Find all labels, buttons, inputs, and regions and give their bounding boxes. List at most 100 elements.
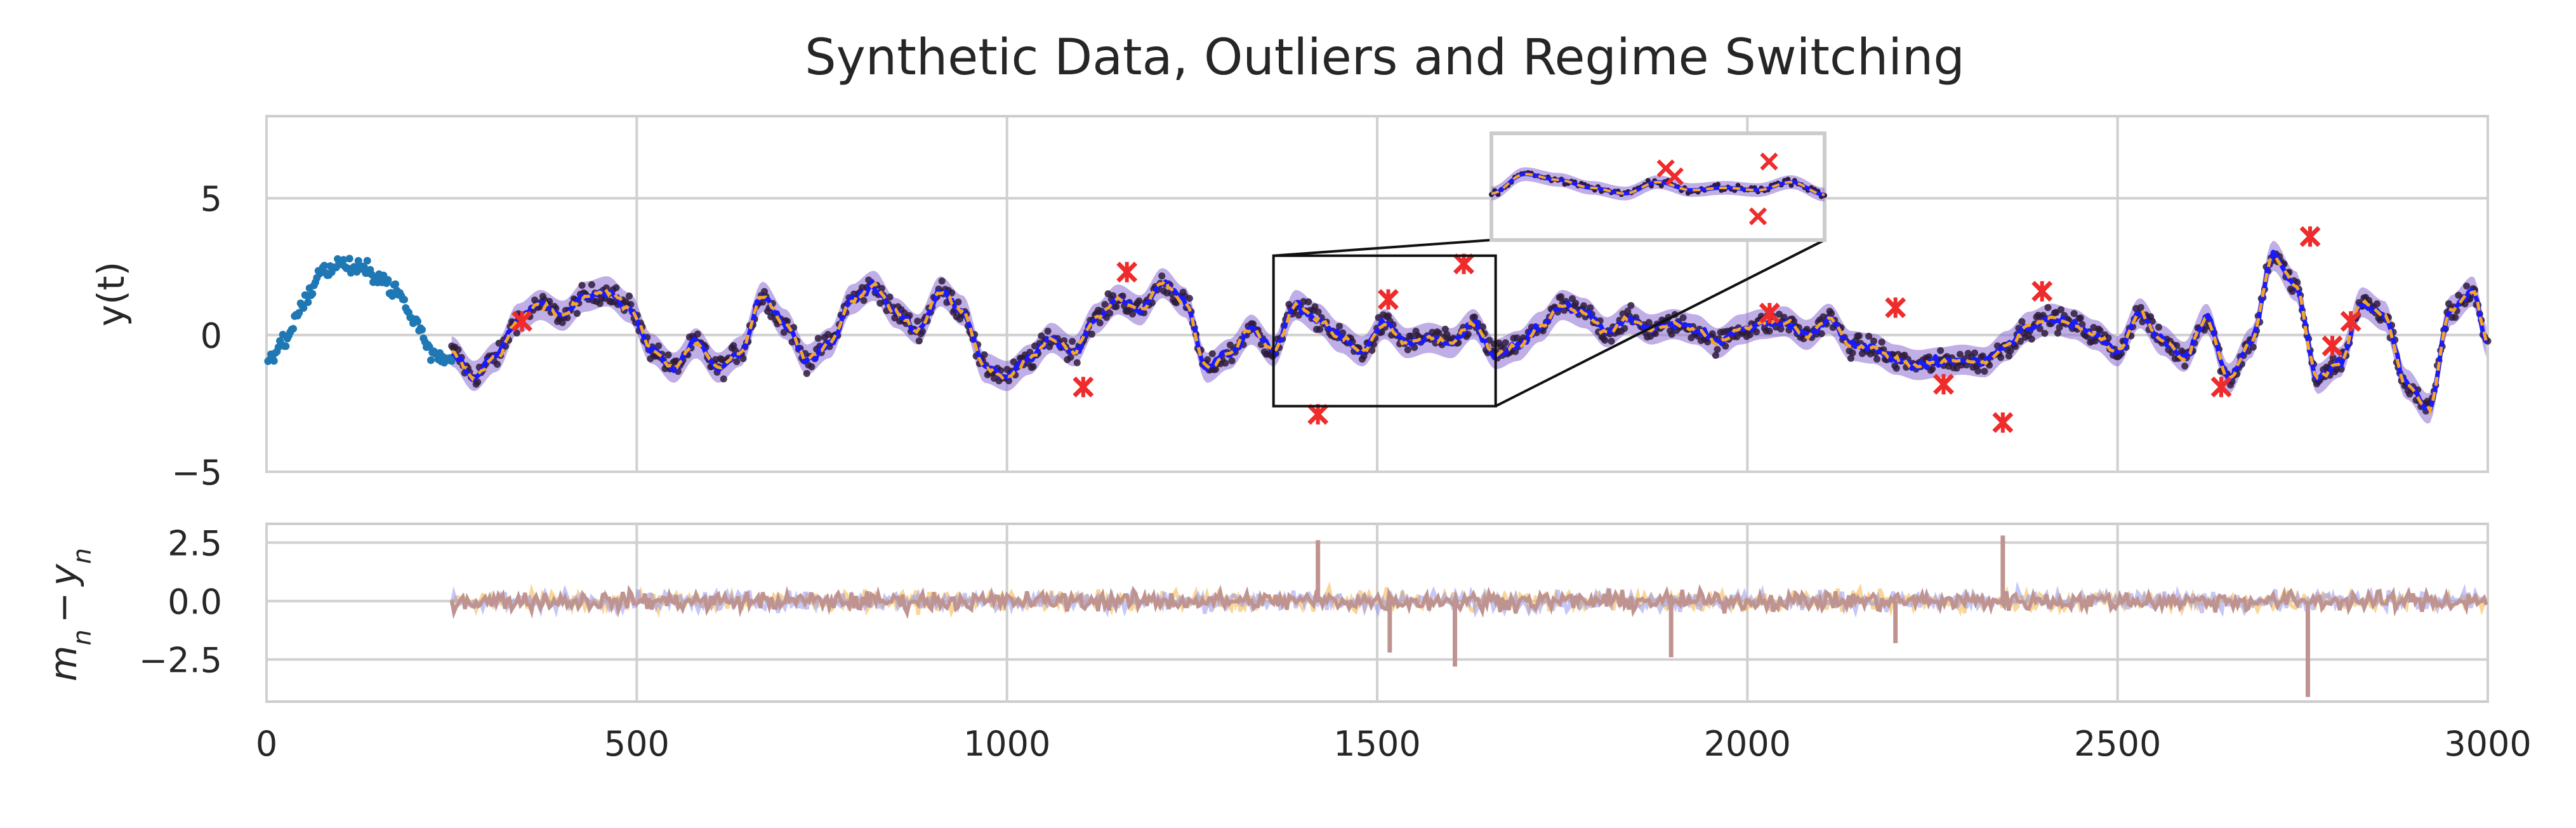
observation-point (914, 317, 921, 325)
warmup-point (418, 326, 426, 334)
observation-point (2337, 365, 2345, 373)
observation-point (1865, 333, 1873, 340)
zoom-inset (1272, 131, 1827, 408)
observation-point (1135, 297, 1143, 305)
warmup-point (414, 317, 421, 326)
observation-point (1712, 352, 1719, 359)
observation-point (1557, 293, 1565, 300)
observation-point (1870, 337, 1877, 345)
observation-point (981, 351, 988, 359)
outlier-marker (1759, 302, 1780, 324)
observation-point (2137, 304, 2144, 311)
observation-point (1069, 338, 1076, 345)
observation-point (1227, 341, 1234, 349)
observation-point (1847, 354, 1854, 362)
warmup-point (340, 256, 348, 264)
reference-mean-dashed-line (451, 255, 2488, 415)
outlier-marker (2210, 376, 2232, 397)
outlier-marker (1073, 376, 1094, 397)
warmup-point (308, 290, 317, 298)
outlier-marker (512, 310, 532, 332)
x-tick-label: 2000 (1704, 724, 1791, 764)
observation-point (2041, 330, 2049, 337)
observation-point (2181, 363, 2189, 370)
observation-point (573, 310, 581, 317)
outlier-marker (2322, 335, 2343, 357)
observation-point (1502, 339, 1509, 347)
y-tick-label: 2.5 (168, 523, 222, 563)
observation-point (1471, 313, 1478, 321)
observation-point (1513, 334, 1521, 342)
observation-point (2018, 318, 2026, 325)
observation-point (1404, 346, 1411, 354)
observation-point (2155, 323, 2162, 331)
warmup-point (400, 295, 408, 304)
inset-dashed-line (1491, 173, 1825, 196)
outlier-marker (2299, 226, 2321, 248)
residual-series (449, 535, 2488, 697)
observation-point (733, 358, 741, 365)
observation-point (1746, 331, 1754, 338)
observation-point (2007, 347, 2014, 354)
observation-point (1038, 332, 1045, 340)
observation-point (1044, 328, 1052, 335)
observation-point (2057, 306, 2064, 314)
observation-point (612, 284, 620, 291)
observation-point (1208, 350, 1216, 357)
observation-point (1971, 349, 1978, 357)
outlier-x-stroke (1665, 167, 1684, 185)
observation-point (886, 293, 894, 301)
observation-point (1601, 337, 1609, 344)
inset-point (1715, 182, 1721, 187)
observation-point (2249, 344, 2257, 351)
observation-point (1937, 347, 1945, 354)
warmup-point (392, 280, 399, 288)
x-tick-label: 0 (256, 724, 277, 764)
observation-point (860, 297, 868, 304)
observation-point (2070, 310, 2078, 317)
observation-point (664, 351, 672, 359)
observation-point (1435, 330, 1443, 337)
outlier-marker (1116, 262, 1138, 283)
observation-point (1113, 303, 1120, 310)
outlier-marker (1992, 411, 2014, 433)
observation-point (1228, 357, 1236, 364)
observation-point (1849, 349, 1856, 357)
zoom-connector-line (1495, 239, 1825, 408)
bottom-y-ticks: −2.5 0.0 2.5 (139, 523, 222, 680)
observation-point (558, 319, 566, 326)
observation-point (474, 378, 482, 386)
observation-point (1158, 272, 1166, 280)
outlier-marker (2340, 310, 2361, 332)
observation-point (1385, 312, 1392, 319)
chart-title: Synthetic Data, Outliers and Regime Swit… (805, 29, 1965, 86)
observation-point (1106, 309, 1114, 317)
observation-point (1204, 356, 1212, 363)
observation-point (803, 370, 810, 377)
observation-point (1974, 367, 1982, 375)
mean-lines (451, 250, 2488, 415)
observation-point (578, 281, 586, 289)
warmup-series (264, 255, 456, 367)
observation-point (1314, 308, 1322, 316)
observation-point (603, 284, 610, 291)
inset-outlier-marker (1748, 207, 1767, 225)
observation-point (1096, 319, 1104, 326)
bottom-x-ticks: 0 500 1000 1500 2000 2500 3000 (256, 724, 2532, 764)
observation-point (596, 300, 604, 307)
warmup-point (320, 262, 328, 270)
y-axis-label-bottom: mn−yn (42, 548, 97, 681)
observation-point (1997, 354, 2005, 361)
outlier-marker (2031, 281, 2053, 302)
observation-point (2329, 354, 2337, 362)
observation-point (1368, 347, 1376, 354)
inset-outlier-marker (1760, 152, 1778, 171)
zoom-region-box (1272, 254, 1497, 408)
observation-point (1679, 314, 1687, 321)
y-tick-label: 5 (201, 179, 222, 219)
observation-point (1929, 365, 1936, 373)
y-tick-label: 0.0 (168, 582, 222, 622)
observation-point (1305, 298, 1312, 305)
outlier-marker (1307, 404, 1329, 425)
observation-point (2452, 314, 2459, 321)
